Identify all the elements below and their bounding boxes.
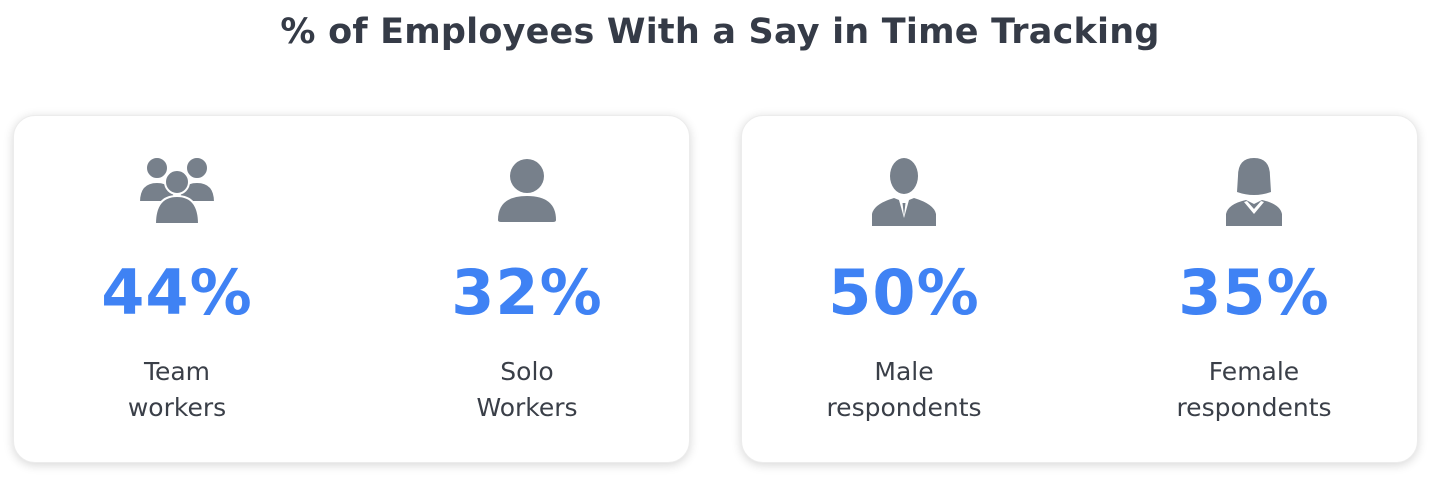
stat-card-work-type: 44% Team workers 32% Solo Workers [13,115,690,463]
stat-label: Male respondents [826,357,982,422]
stat-label: Team workers [127,357,227,422]
percent-value: 35% [1178,256,1330,329]
person-icon [498,159,556,222]
group-icon [137,156,217,225]
stat-female-respondents: 35% Female respondents [1104,116,1404,462]
stat-solo-workers: 32% Solo Workers [377,116,677,462]
percent-value: 32% [451,256,603,329]
businessman-icon [872,158,936,226]
stat-label: Female respondents [1176,357,1332,422]
stat-card-gender: 50% Male respondents 35% Female respondent… [741,115,1418,463]
percent-value: 50% [828,256,980,329]
percent-value: 44% [101,256,253,329]
stat-label: Solo Workers [476,357,578,422]
businesswoman-icon [1226,158,1282,226]
page-title: % of Employees With a Say in Time Tracki… [280,12,1160,52]
stat-team-workers: 44% Team workers [27,116,327,462]
stat-male-respondents: 50% Male respondents [754,116,1054,462]
